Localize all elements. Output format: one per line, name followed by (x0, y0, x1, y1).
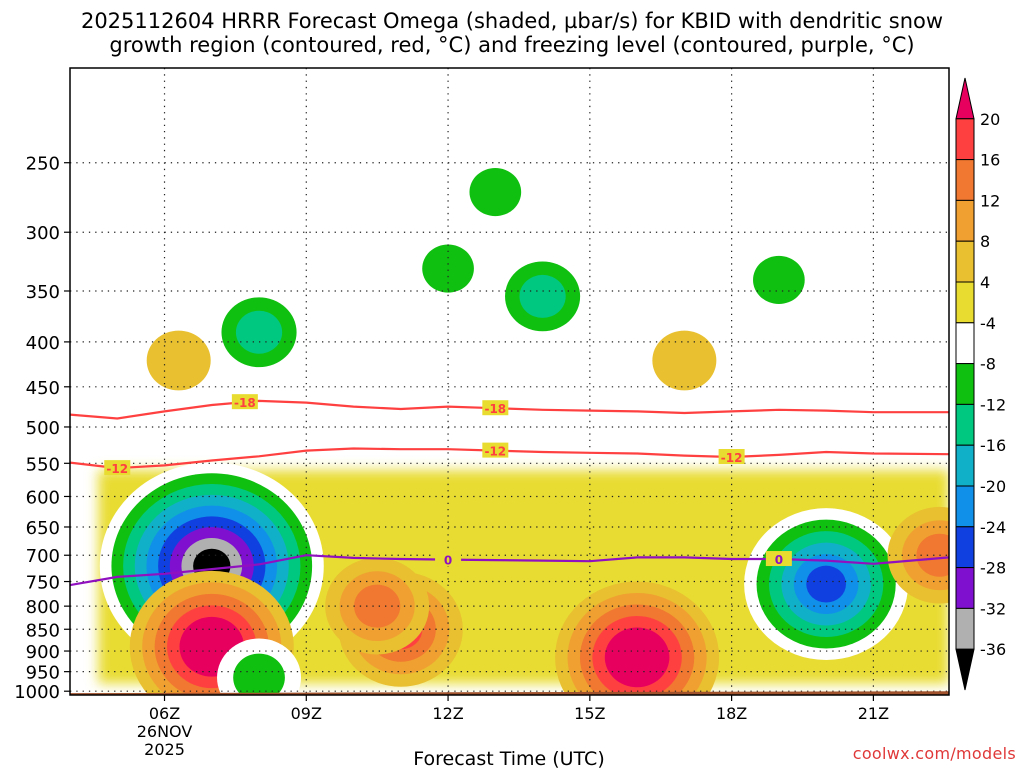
colorbar-swatch (955, 363, 975, 405)
y-tick-label: 400 (26, 333, 60, 354)
contour--18 (70, 399, 949, 420)
contour-label--18: -18 (234, 396, 256, 410)
omega-cell-6 (354, 584, 401, 628)
colorbar-label: 4 (980, 273, 990, 292)
x-tick-label: 09Z (291, 704, 322, 723)
ground-layer (70, 691, 949, 695)
colorbar-label: -24 (980, 518, 1006, 537)
omega-cell-4 (233, 653, 285, 695)
colorbar-swatch (955, 526, 975, 569)
contour-label--18: -18 (484, 402, 506, 416)
omega-cell-13 (806, 565, 847, 603)
omega-cell-10 (617, 638, 657, 676)
y-tick-label: 950 (26, 663, 60, 684)
colorbar-arrow-bottom (955, 648, 975, 691)
y-tick-label: 1000 (14, 682, 60, 703)
colorbar-swatch (955, 199, 975, 242)
colorbar-label: -16 (980, 436, 1006, 455)
colorbar-swatch (955, 485, 975, 528)
contour-label-bg (104, 460, 131, 476)
x-tick-label: 12Z (432, 704, 463, 723)
omega-shading (98, 152, 949, 695)
x-tick-date: 26NOV (137, 722, 193, 741)
omega-cell-0 (146, 330, 211, 391)
y-tick-label: 350 (26, 282, 60, 303)
y-tick-label: 450 (26, 378, 60, 399)
contour-label-bg (718, 449, 745, 465)
y-axis: 2503003504004505005506006507007508008509… (14, 154, 70, 703)
x-tick-year: 2025 (144, 740, 185, 759)
contour-label-bg (435, 551, 462, 567)
contour-label--12: -12 (721, 451, 743, 465)
y-tick-label: 800 (26, 597, 60, 618)
colorbar-label: -28 (980, 559, 1006, 578)
colorbar-swatch (955, 118, 975, 161)
x-axis-label: Forecast Time (UTC) (413, 748, 604, 768)
colorbar-label: -4 (980, 314, 996, 333)
x-tick-label: 06Z (149, 704, 180, 723)
omega-cell-8 (519, 274, 566, 318)
y-tick-label: 750 (26, 573, 60, 594)
omega-cell-7 (422, 244, 474, 293)
colorbar-swatch (955, 322, 975, 365)
colorbar-label: -20 (980, 477, 1006, 496)
colorbar-swatch (955, 607, 975, 650)
omega-cell-11 (652, 330, 717, 391)
omega-cell-12 (753, 255, 805, 305)
colorbar-swatch (955, 403, 975, 446)
y-tick-label: 850 (26, 620, 60, 641)
contour-label-bg (765, 551, 792, 567)
omega-cell-14 (916, 533, 949, 577)
contour-label-0: 0 (775, 553, 783, 567)
colorbar-label: -32 (980, 599, 1006, 618)
colorbar-label: 20 (980, 110, 1000, 129)
contour-label-bg (482, 400, 509, 416)
ground-fill (70, 691, 949, 695)
y-tick-label: 300 (26, 223, 60, 244)
plot-frame (69, 67, 950, 696)
colorbar-swatch (955, 159, 975, 201)
x-tick-label: 21Z (858, 704, 889, 723)
colorbar-swatch (955, 567, 975, 609)
contour-label-bg (482, 442, 509, 458)
y-tick-label: 550 (26, 454, 60, 475)
chart-title-line-1: 2025112604 HRRR Forecast Omega (shaded, … (80, 9, 944, 33)
y-tick-label: 250 (26, 154, 60, 175)
colorbar-label: -36 (980, 640, 1006, 659)
contour-label--12: -12 (106, 462, 128, 476)
colorbar: 20 16 12 8 4 -4 -8 -12 -16 -20 -24 -28 -32 -36 (955, 77, 1006, 691)
colorbar-label: -12 (980, 395, 1006, 414)
source-credit: coolwx.com/models (852, 744, 1016, 763)
y-tick-label: 650 (26, 518, 60, 539)
colorbar-label: 8 (980, 232, 990, 251)
y-tick-label: 500 (26, 418, 60, 439)
y-tick-label: 600 (26, 487, 60, 508)
omega-cell-3 (235, 310, 283, 354)
colorbar-arrow-top (955, 77, 975, 120)
colorbar-label: -8 (980, 355, 996, 374)
colorbar-swatch (955, 444, 975, 487)
colorbar-swatch (955, 240, 975, 283)
omega-cell-9 (469, 167, 522, 217)
y-tick-label: 700 (26, 546, 60, 567)
contour-label-bg (231, 394, 258, 410)
colorbar-swatch (955, 281, 975, 324)
contour-lines: -18 -12 0 -18 -12 -12 0 (70, 394, 949, 587)
x-tick-label: 18Z (716, 704, 747, 723)
contour-label--12: -12 (484, 445, 506, 459)
chart-title-line-2: growth region (contoured, red, °C) and f… (109, 33, 915, 57)
y-tick-label: 900 (26, 642, 60, 663)
x-tick-label: 15Z (574, 704, 605, 723)
colorbar-label: 16 (980, 151, 1000, 170)
omega-cell-2 (191, 628, 232, 666)
colorbar-label: 12 (980, 191, 1000, 210)
contour-label-0: 0 (444, 554, 452, 568)
